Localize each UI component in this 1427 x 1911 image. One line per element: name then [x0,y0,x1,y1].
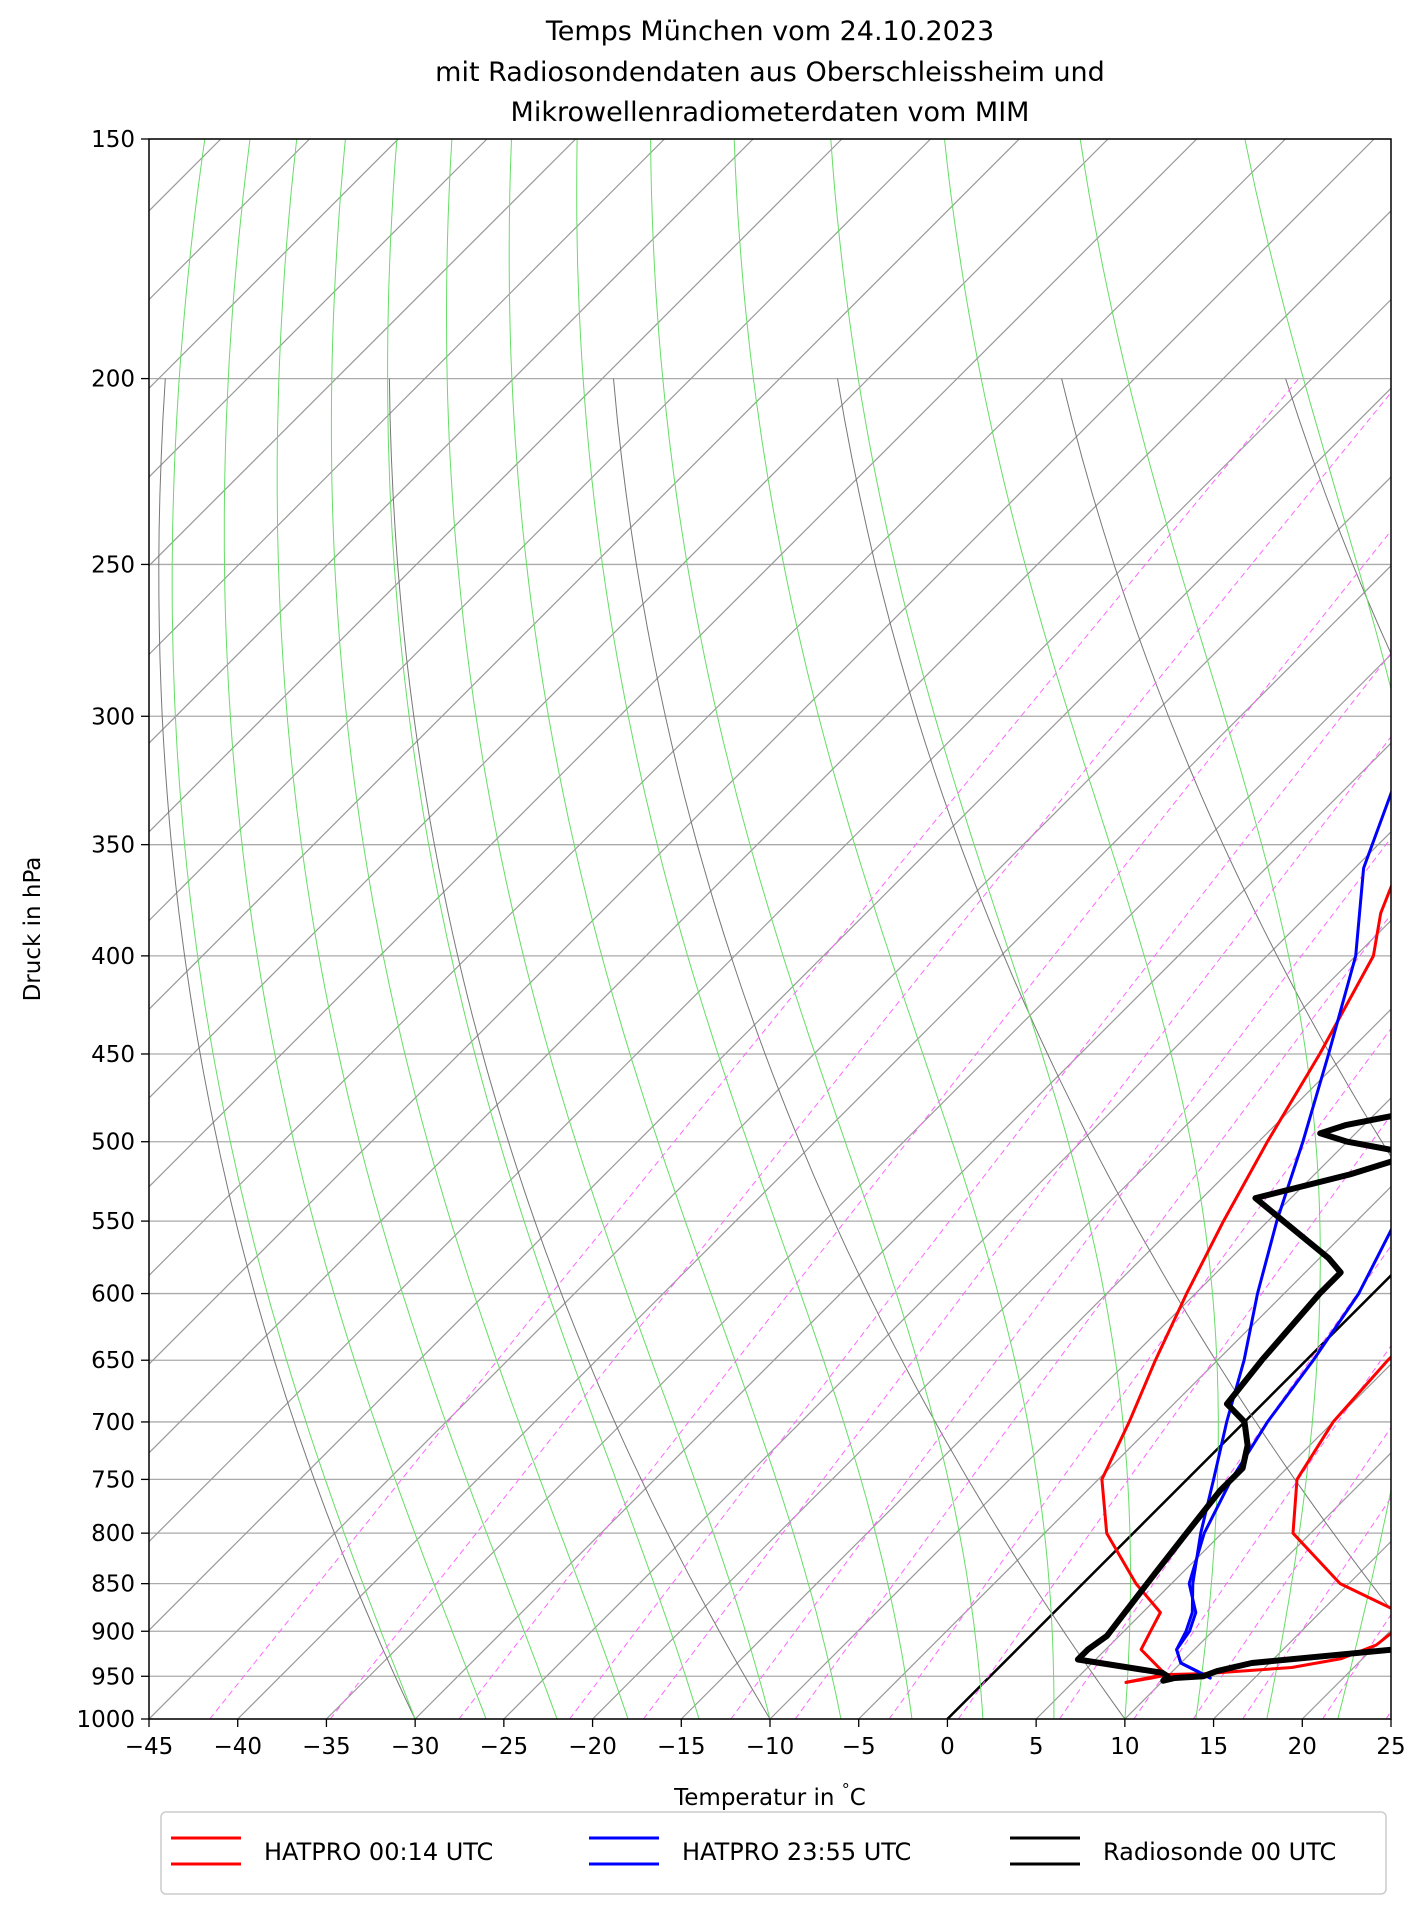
mixing-ratio-line [210,379,1299,1719]
isotherm-gridline [770,139,1427,1719]
x-tick-label: −25 [480,1734,529,1760]
isotherm-gridline [0,139,487,1719]
y-tick-label: 1000 [76,1707,135,1733]
x-tick-label: −40 [213,1734,262,1760]
moist-adiabat-line [1245,139,1427,1719]
x-tick-label: −20 [568,1734,617,1760]
isotherm-gridline [1125,139,1427,1719]
x-tick-label: −45 [125,1734,174,1760]
isotherm-gridline [326,139,1427,1719]
mixing-ratio-line [1323,379,1427,1719]
x-axis-label-unit: C [850,1785,866,1811]
x-axis-label-text: Temperatur in [673,1785,834,1811]
y-tick-label: 800 [91,1521,135,1547]
x-tick-label: 5 [1029,1734,1044,1760]
isotherm-gridline [238,139,1427,1719]
mixing-ratio-line [644,379,1427,1719]
y-tick-label: 950 [91,1664,135,1690]
y-axis-label: Druck in hPa [20,857,46,1002]
moist-adiabat-line [945,139,1219,1719]
mixing-ratio-line [958,379,1427,1719]
isotherm-gridline [1302,139,1427,1719]
isotherm-gridline [0,139,1108,1719]
isotherm-gridline [0,139,576,1719]
isotherm-gridline [0,139,310,1719]
y-tick-label: 350 [91,833,135,859]
hatpro-2355-profile-line [1177,548,1427,1678]
x-tick-label: −10 [746,1734,795,1760]
dry-adiabat-line [389,379,770,1719]
mixing-ratio-line [1386,379,1427,1719]
x-tick-label: 0 [940,1734,955,1760]
moist-adiabat-line [651,139,983,1719]
x-axis-label: Temperatur in °C [673,1780,866,1811]
legend-label: HATPRO 00:14 UTC [264,1838,493,1866]
x-tick-label: −30 [391,1734,440,1760]
mixing-ratio-line [1193,379,1427,1719]
title-line-2: mit Radiosondendaten aus Oberschleisshei… [435,57,1105,88]
x-tick-label: −5 [842,1734,876,1760]
legend-label: HATPRO 23:55 UTC [682,1838,911,1866]
isotherm-gridline [149,139,1427,1719]
y-tick-label: 500 [91,1130,135,1156]
y-tick-label: 750 [91,1467,135,1493]
isotherm-gridline [0,139,1019,1719]
y-tick-label: 400 [91,944,135,970]
mixing-ratio-line [1134,379,1427,1719]
y-tick-label: 450 [91,1042,135,1068]
isotherm-gridline [947,139,1427,1719]
mixing-ratio-line [1243,379,1427,1719]
chart-title: Temps München vom 24.10.2023 mit Radioso… [435,16,1105,128]
y-tick-label: 650 [91,1348,135,1374]
title-line-1: Temps München vom 24.10.2023 [545,16,994,47]
y-tick-label: 250 [91,552,135,578]
legend: HATPRO 00:14 UTC HATPRO 23:55 UTC Radioson… [161,1812,1386,1894]
moist-adiabat-line [577,139,912,1719]
moist-adiabat-line [509,139,841,1719]
x-tick-label: −35 [302,1734,351,1760]
isotherm-gridline [0,139,931,1719]
isotherm-gridline [859,139,1427,1719]
x-tick-label: 10 [1110,1734,1139,1760]
x-tick-label: −15 [657,1734,706,1760]
y-tick-label: 850 [91,1572,135,1598]
dry-adiabat-line [838,379,1427,1719]
title-line-3: Mikrowellenradiometerdaten vom MIM [511,97,1030,128]
x-axis-label-degree: ° [842,1780,850,1799]
y-tick-label: 900 [91,1619,135,1645]
legend-label: Radiosonde 00 UTC [1103,1838,1336,1866]
isotherm-gridline [0,139,1374,1719]
mixing-ratio-line [1060,379,1427,1719]
isotherm-gridline [593,139,1427,1719]
dry-adiabat-line [1286,379,1427,1719]
isotherm-gridline [415,139,1427,1719]
mixing-ratio-line [889,379,1427,1719]
moist-adiabat-line [1409,139,1427,1719]
mixing-ratio-line [570,379,1427,1719]
dry-adiabat-line [1062,379,1427,1719]
y-tick-label: 550 [91,1209,135,1235]
mixing-ratio-line [330,379,1402,1719]
isotherm-gridline [1214,139,1427,1719]
y-tick-label: 150 [91,127,135,153]
x-tick-label: 20 [1288,1734,1317,1760]
y-tick-label: 600 [91,1282,135,1308]
y-tick-label: 300 [91,704,135,730]
y-tick-label: 700 [91,1410,135,1436]
y-tick-label: 200 [91,367,135,393]
moist-adiabat-line [277,139,557,1719]
isotherm-gridline [60,139,1427,1719]
x-tick-label: 15 [1199,1734,1228,1760]
zero-isotherm-line [947,139,1427,1719]
isotherm-gridline [1391,139,1427,1719]
x-tick-label: 25 [1376,1734,1405,1760]
